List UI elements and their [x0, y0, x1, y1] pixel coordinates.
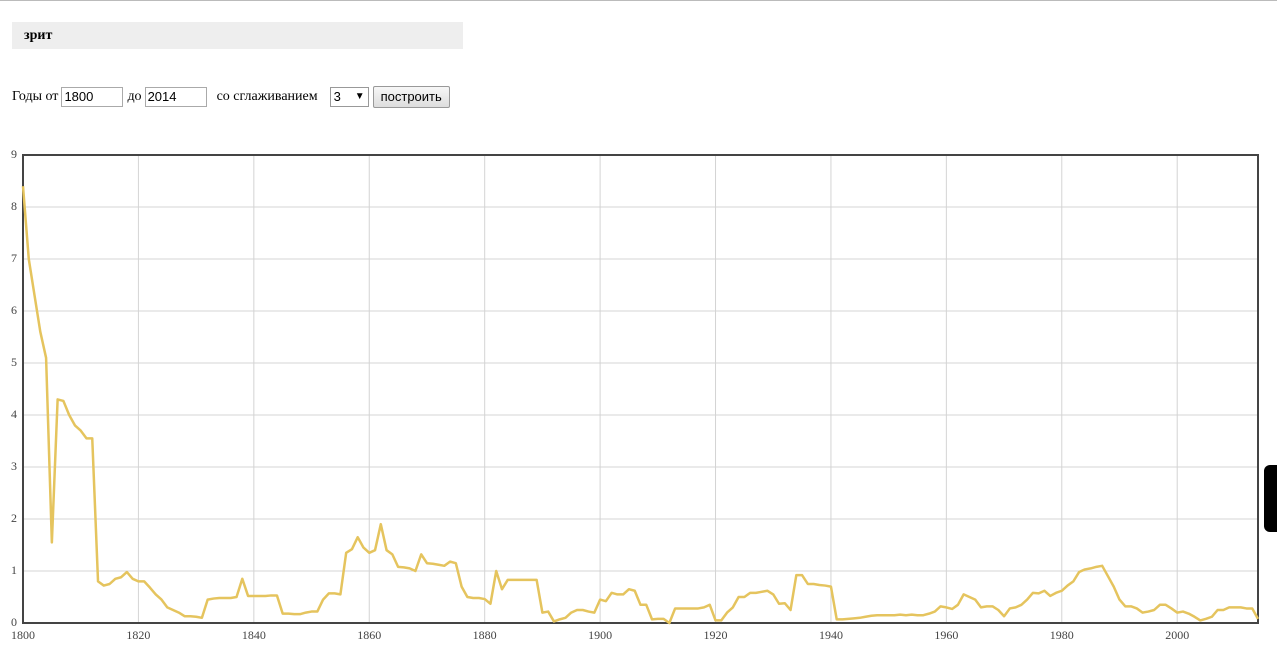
x-tick-label: 1840 [242, 628, 266, 642]
years-to-label: до [127, 89, 142, 104]
y-tick-label: 9 [11, 147, 17, 161]
x-tick-label: 1920 [704, 628, 728, 642]
x-tick-label: 1800 [11, 628, 35, 642]
smoothing-label: со сглаживанием [216, 89, 318, 104]
y-tick-label: 3 [11, 459, 17, 473]
y-tick-label: 1 [11, 563, 17, 577]
submit-button[interactable]: построить [372, 86, 450, 108]
top-border [0, 0, 1277, 1]
y-tick-label: 7 [11, 251, 17, 265]
y-tick-label: 6 [11, 303, 17, 317]
x-tick-label: 1980 [1050, 628, 1074, 642]
x-tick-label: 1960 [934, 628, 958, 642]
x-tick-label: 1860 [357, 628, 381, 642]
y-tick-label: 5 [11, 355, 17, 369]
smoothing-select[interactable]: 3 [329, 87, 369, 107]
plot-border [22, 154, 1259, 624]
y-tick-label: 0 [11, 615, 17, 629]
y-tick-label: 2 [11, 511, 17, 525]
query-form: Годы от 1800 до 2014 со сглаживанием 3 п… [12, 86, 450, 108]
years-from-label: Годы от [12, 89, 59, 104]
year-from-input[interactable]: 1800 [61, 87, 124, 107]
query-header: зрит [12, 22, 463, 49]
x-tick-label: 1820 [126, 628, 150, 642]
x-tick-label: 1900 [588, 628, 612, 642]
series-line [21, 186, 1260, 625]
x-tick-label: 1880 [473, 628, 497, 642]
side-tab[interactable] [1264, 465, 1277, 532]
y-tick-label: 8 [11, 199, 17, 213]
year-to-input[interactable]: 2014 [144, 87, 207, 107]
x-tick-label: 1940 [819, 628, 843, 642]
x-tick-label: 2000 [1165, 628, 1189, 642]
chart: 0 1 2 3 4 5 6 7 8 9 1800 1820 1840 1860 1880 1900 1920 19… [11, 147, 1260, 642]
y-tick-label: 4 [11, 407, 17, 421]
